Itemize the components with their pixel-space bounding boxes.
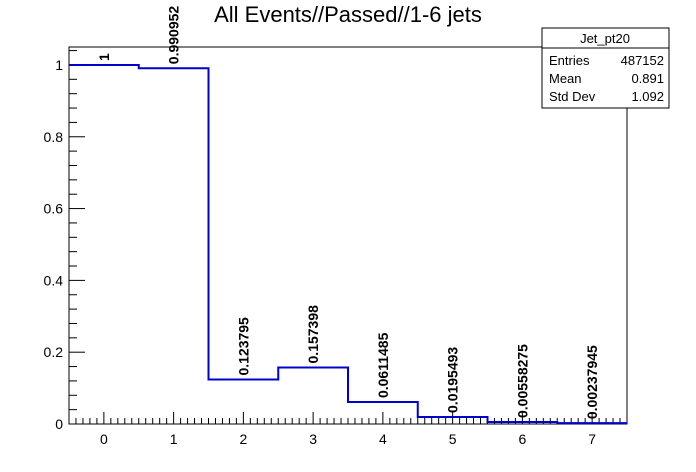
bin-value-label: 0.990952 — [166, 6, 182, 65]
bin-value-label: 0.0611485 — [375, 332, 391, 398]
x-axis: 0 1 2 3 4 5 6 7 — [68, 412, 628, 447]
bin-value-label: 0.123795 — [235, 317, 251, 376]
bin-value-label: 0.00237945 — [584, 345, 600, 419]
x-tick-label: 0 — [100, 431, 108, 447]
x-tick-label: 5 — [449, 431, 457, 447]
y-tick-label: 0.8 — [44, 129, 64, 145]
stats-box: Jet_pt20 Entries 487152 Mean 0.891 Std D… — [541, 27, 670, 109]
bin-value-label: 0.0195493 — [445, 347, 461, 413]
y-tick-label: 0.2 — [44, 344, 64, 360]
x-tick-label: 7 — [588, 431, 596, 447]
bin-value-label: 0.00558275 — [514, 344, 530, 418]
bin-value-label: 1 — [96, 53, 112, 61]
y-tick-label: 0.6 — [44, 201, 64, 217]
y-axis: 0 0.2 0.4 0.6 0.8 1 — [44, 50, 85, 432]
bin-value-label: 0.157398 — [305, 305, 321, 364]
stats-title: Jet_pt20 — [580, 31, 630, 46]
histogram-line — [69, 63, 627, 425]
x-tick-label: 6 — [518, 431, 526, 447]
y-tick-label: 1 — [55, 57, 63, 73]
y-tick-label: 0.4 — [44, 272, 64, 288]
x-tick-label: 1 — [170, 431, 178, 447]
data-labels: 1 0.990952 0.123795 0.157398 0.0611485 0.0195… — [96, 6, 600, 420]
x-tick-label: 2 — [239, 431, 247, 447]
stats-mean-label: Mean — [549, 71, 582, 86]
chart-title: All Events//Passed//1-6 jets — [214, 2, 482, 27]
x-tick-label: 4 — [379, 431, 387, 447]
stats-mean-value: 0.891 — [631, 71, 664, 86]
y-tick-label: 0 — [55, 416, 63, 432]
stats-stddev-value: 1.092 — [631, 89, 664, 104]
stats-stddev-label: Std Dev — [549, 89, 596, 104]
stats-entries-value: 487152 — [621, 53, 664, 68]
x-tick-label: 3 — [309, 431, 317, 447]
stats-box-frame — [541, 27, 670, 109]
stats-entries-label: Entries — [549, 53, 590, 68]
